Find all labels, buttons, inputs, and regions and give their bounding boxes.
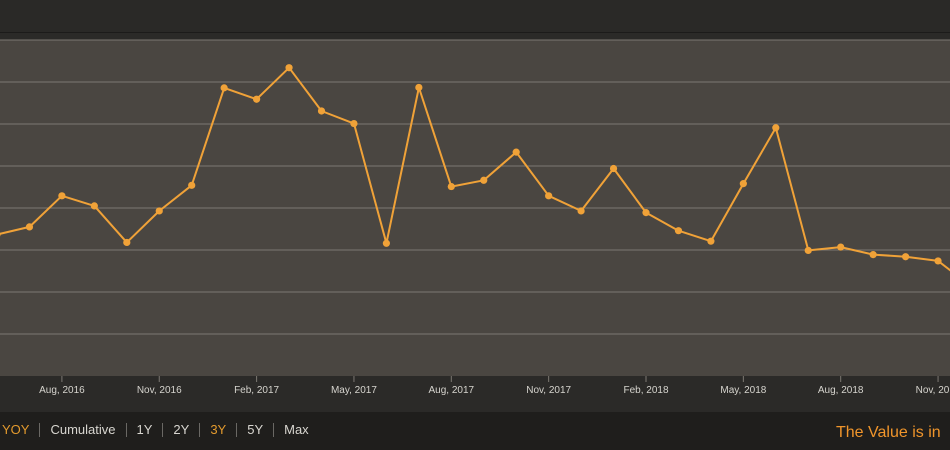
range-toolbar: YOY Cumulative 1Y 2Y 3Y 5Y Max The Value is in: [0, 412, 950, 450]
x-tick-label: Nov, 2017: [526, 385, 571, 396]
data-point[interactable]: [155, 207, 163, 215]
data-point[interactable]: [0, 231, 1, 238]
x-tick-label: Nov, 2016: [137, 385, 182, 396]
tab-separator: [273, 423, 275, 437]
tab-separator: [199, 423, 201, 437]
tab-1y[interactable]: 1Y: [136, 422, 153, 437]
data-point[interactable]: [382, 239, 390, 247]
tab-3y[interactable]: 3Y: [210, 422, 227, 437]
x-tick-label: Aug, 2018: [818, 385, 864, 396]
data-point[interactable]: [220, 84, 228, 92]
tab-separator: [39, 423, 41, 437]
data-point[interactable]: [350, 119, 358, 128]
tab-2y[interactable]: 2Y: [173, 422, 190, 437]
x-tick-label: May, 2018: [720, 385, 766, 396]
data-point[interactable]: [545, 192, 553, 200]
data-point[interactable]: [253, 95, 261, 103]
data-point[interactable]: [772, 124, 780, 132]
data-point[interactable]: [447, 182, 455, 191]
data-point[interactable]: [869, 251, 877, 259]
data-point[interactable]: [188, 181, 196, 189]
series-layer: [0, 64, 950, 272]
data-point[interactable]: [90, 202, 98, 210]
x-tick-label: Feb, 2018: [623, 385, 668, 396]
data-point[interactable]: [707, 237, 715, 245]
chart-header-bar: [0, 0, 950, 33]
data-point[interactable]: [642, 209, 650, 217]
value-note: The Value is in: [836, 424, 941, 441]
x-tick-label: Feb, 2017: [234, 385, 279, 396]
range-tabs: YOY Cumulative 1Y 2Y 3Y 5Y Max: [0, 420, 319, 440]
tab-separator: [162, 423, 164, 437]
tab-separator: [236, 423, 238, 437]
tab-separator: [125, 423, 127, 437]
data-point[interactable]: [25, 223, 34, 231]
data-point[interactable]: [837, 243, 845, 251]
x-tick-label: Aug, 2016: [39, 385, 85, 396]
x-axis-ticks: Aug, 2016 Nov, 2016 Feb, 2017 May, 2017 Aug,…: [39, 376, 950, 396]
data-point[interactable]: [123, 238, 131, 247]
tab-yoy[interactable]: YOY: [2, 422, 30, 437]
x-tick-label: Aug, 2017: [428, 385, 474, 396]
x-tick-label: Nov, 2018: [916, 385, 950, 396]
tab-max[interactable]: Max: [284, 422, 309, 437]
x-axis-strip: [0, 376, 950, 412]
data-point[interactable]: [609, 164, 618, 173]
data-point[interactable]: [285, 64, 293, 72]
data-point[interactable]: [480, 176, 488, 184]
data-point[interactable]: [512, 148, 520, 156]
line-chart: Aug, 2016 Nov, 2016 Feb, 2017 May, 2017 Aug,…: [0, 39, 950, 412]
tab-cumulative[interactable]: Cumulative: [50, 422, 116, 437]
data-point[interactable]: [674, 227, 683, 235]
data-point[interactable]: [739, 180, 747, 188]
data-point[interactable]: [317, 107, 326, 115]
data-point[interactable]: [934, 257, 942, 265]
data-point[interactable]: [577, 207, 585, 215]
data-point[interactable]: [804, 246, 812, 255]
data-point[interactable]: [902, 253, 910, 261]
gridlines: [0, 39, 950, 335]
x-tick-label: May, 2017: [331, 385, 377, 396]
tab-5y[interactable]: 5Y: [247, 422, 264, 437]
data-point[interactable]: [58, 192, 66, 200]
data-point[interactable]: [415, 83, 423, 92]
